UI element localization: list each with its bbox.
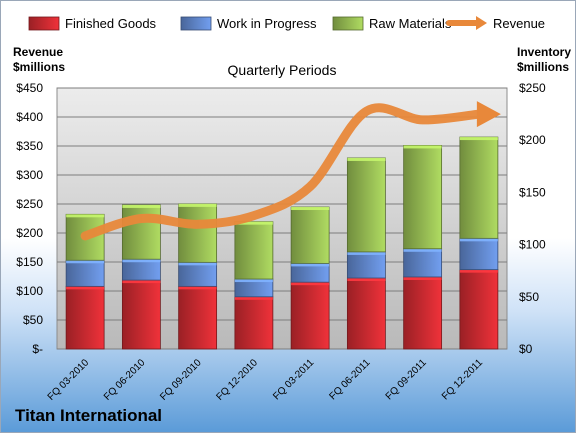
bar-top-highlight	[179, 204, 217, 207]
legend-label: Work in Progress	[217, 16, 317, 31]
y-left-tick-label: $350	[16, 139, 43, 153]
x-category-label: FQ 06-2011	[328, 357, 373, 402]
x-category-label: FQ 03-2011	[271, 357, 316, 402]
bar-top-highlight	[291, 263, 329, 266]
y-left-axis-label: $millions	[13, 60, 65, 74]
legend-label: Raw Materials	[369, 16, 452, 31]
legend-swatch-arrowhead	[476, 16, 487, 30]
y-left-tick-label: $100	[16, 284, 43, 298]
bar-top-highlight	[460, 238, 498, 241]
bar-top-highlight	[347, 158, 385, 161]
y-left-tick-label: $-	[32, 342, 43, 356]
legend-swatch	[29, 17, 59, 30]
bar-work-in-progress	[347, 252, 385, 278]
bar-finished-goods	[460, 270, 498, 349]
bar-top-highlight	[122, 259, 160, 262]
bar-top-highlight	[66, 260, 104, 263]
legend-swatch	[181, 17, 211, 30]
x-category-label: FQ 09-2011	[384, 357, 429, 402]
y-left-axis-label: Revenue	[13, 45, 63, 59]
bar-work-in-progress	[122, 259, 160, 280]
chart-title: Quarterly Periods	[228, 62, 337, 78]
bar-top-highlight	[347, 252, 385, 255]
bar-finished-goods	[235, 297, 273, 349]
x-category-label: FQ 09-2010	[158, 357, 204, 403]
bar-raw-materials	[235, 222, 273, 279]
bar-top-highlight	[66, 286, 104, 289]
bar-top-highlight	[291, 282, 329, 285]
y-left-tick-label: $450	[16, 81, 43, 95]
y-right-tick-label: $250	[519, 81, 546, 95]
y-left-tick-label: $200	[16, 226, 43, 240]
bar-top-highlight	[347, 278, 385, 281]
bar-top-highlight	[235, 297, 273, 300]
bar-raw-materials	[404, 145, 442, 248]
bar-top-highlight	[404, 145, 442, 148]
bar-raw-materials	[179, 204, 217, 262]
y-right-tick-label: $0	[519, 342, 533, 356]
y-left-tick-label: $150	[16, 255, 43, 269]
bar-raw-materials	[347, 158, 385, 252]
bar-finished-goods	[347, 278, 385, 349]
x-category-label: FQ 06-2010	[102, 357, 148, 403]
legend-label: Revenue	[493, 16, 545, 31]
bar-top-highlight	[179, 286, 217, 289]
bar-finished-goods	[404, 277, 442, 349]
bar-work-in-progress	[66, 260, 104, 286]
bar-finished-goods	[66, 286, 104, 349]
bar-top-highlight	[235, 279, 273, 282]
bar-raw-materials	[460, 137, 498, 238]
y-left-tick-label: $50	[23, 313, 43, 327]
bar-raw-materials	[291, 207, 329, 263]
bar-work-in-progress	[404, 249, 442, 277]
bar-work-in-progress	[460, 238, 498, 269]
bar-finished-goods	[291, 282, 329, 349]
bar-top-highlight	[291, 207, 329, 210]
bar-top-highlight	[460, 270, 498, 273]
bar-top-highlight	[66, 214, 104, 217]
bar-work-in-progress	[179, 262, 217, 286]
company-name: Titan International	[15, 406, 162, 426]
legend-label: Finished Goods	[65, 16, 157, 31]
y-right-tick-label: $100	[519, 238, 546, 252]
bar-finished-goods	[179, 286, 217, 349]
bar-finished-goods	[122, 280, 160, 349]
y-right-axis-label: Inventory	[517, 45, 571, 59]
bar-raw-materials	[122, 205, 160, 259]
y-left-tick-label: $250	[16, 197, 43, 211]
y-left-tick-label: $300	[16, 168, 43, 182]
y-left-tick-label: $400	[16, 110, 43, 124]
bar-top-highlight	[460, 137, 498, 140]
y-right-tick-label: $150	[519, 185, 546, 199]
x-category-label: FQ 03-2010	[46, 357, 92, 403]
y-right-tick-label: $200	[519, 133, 546, 147]
bar-top-highlight	[404, 249, 442, 252]
bar-top-highlight	[404, 277, 442, 280]
y-right-axis-label: $millions	[517, 60, 569, 74]
bar-top-highlight	[122, 205, 160, 208]
x-category-label: FQ 12-2011	[440, 357, 485, 402]
bar-top-highlight	[179, 262, 217, 265]
x-category-label: FQ 12-2010	[214, 357, 260, 403]
bar-top-highlight	[122, 280, 160, 283]
legend-swatch	[333, 17, 363, 30]
y-right-tick-label: $50	[519, 290, 539, 304]
